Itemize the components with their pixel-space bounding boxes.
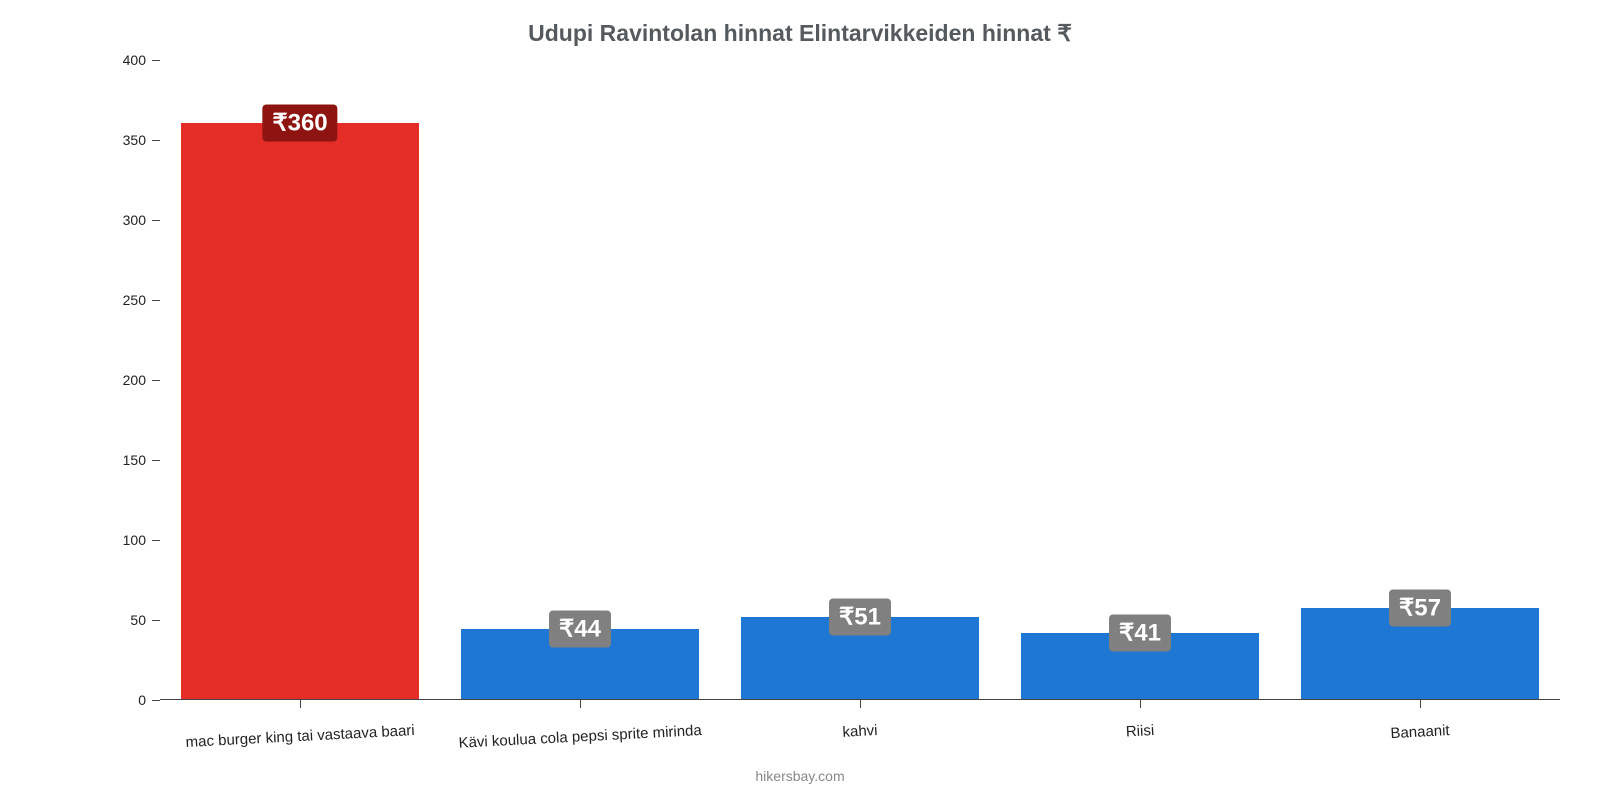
ytick-mark <box>152 700 160 701</box>
ytick-mark <box>152 620 160 621</box>
xtick-label: Kävi koulua cola pepsi sprite mirinda <box>458 722 702 752</box>
xtick-mark <box>580 700 581 708</box>
bar <box>181 123 419 699</box>
xtick-label: Banaanit <box>1390 722 1450 742</box>
value-badge: ₹360 <box>262 105 337 142</box>
ytick-label: 400 <box>123 52 146 68</box>
source-label: hikersbay.com <box>0 768 1600 784</box>
ytick-label: 250 <box>123 292 146 308</box>
plot-area: ₹360 ₹44 ₹51 ₹41 ₹57 <box>160 60 1560 700</box>
xtick-label: kahvi <box>842 722 878 741</box>
ytick-mark <box>152 380 160 381</box>
ytick-label: 350 <box>123 132 146 148</box>
xtick-mark <box>300 700 301 708</box>
xtick-label: Riisi <box>1125 722 1154 740</box>
xtick-mark <box>860 700 861 708</box>
ytick-label: 150 <box>123 452 146 468</box>
ytick-label: 200 <box>123 372 146 388</box>
xtick-label: mac burger king tai vastaava baari <box>185 722 415 751</box>
ytick-label: 300 <box>123 212 146 228</box>
value-badge: ₹41 <box>1109 615 1171 652</box>
value-badge: ₹51 <box>829 599 891 636</box>
ytick-label: 50 <box>130 612 146 628</box>
xtick-mark <box>1420 700 1421 708</box>
xtick-mark <box>1140 700 1141 708</box>
ytick-mark <box>152 60 160 61</box>
ytick-mark <box>152 460 160 461</box>
value-badge: ₹44 <box>549 610 611 647</box>
ytick-mark <box>152 220 160 221</box>
chart-title: Udupi Ravintolan hinnat Elintarvikkeiden… <box>0 20 1600 47</box>
bar-chart: Udupi Ravintolan hinnat Elintarvikkeiden… <box>0 0 1600 800</box>
ytick-label: 100 <box>123 532 146 548</box>
ytick-mark <box>152 140 160 141</box>
value-badge: ₹57 <box>1389 589 1451 626</box>
ytick-mark <box>152 540 160 541</box>
ytick-label: 0 <box>138 692 146 708</box>
ytick-mark <box>152 300 160 301</box>
